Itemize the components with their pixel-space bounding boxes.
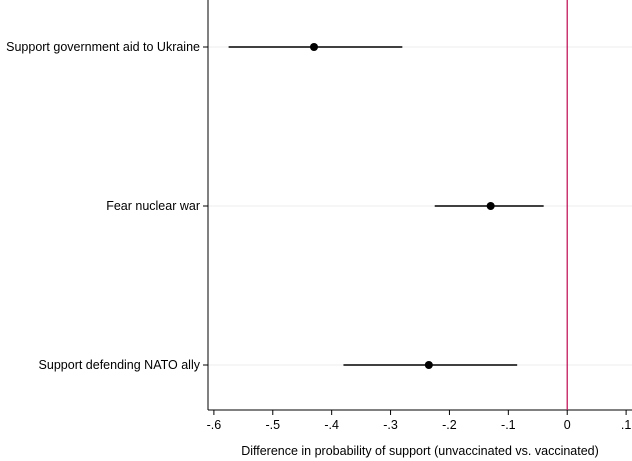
x-tick-label: -.4 [324,418,339,432]
x-axis-title: Difference in probability of support (un… [241,444,599,458]
x-axis-ticks: -.6 -.5 -.4 -.3 -.2 -.1 0 .1 [207,410,631,432]
point-estimate [486,202,495,210]
x-tick-label: -.2 [442,418,457,432]
grid-lines [208,46,632,366]
x-tick-label: 0 [564,418,571,432]
x-tick-label: -.1 [501,418,516,432]
x-tick-label: -.3 [383,418,398,432]
category-label: Fear nuclear war [106,199,200,213]
x-tick-label: -.6 [207,418,222,432]
x-tick-label: .1 [621,418,631,432]
estimates [228,43,544,369]
y-axis-ticks: Support government aid to Ukraine Fear nu… [6,40,208,372]
point-estimate [424,361,433,369]
x-tick-label: -.5 [265,418,280,432]
category-label: Support defending NATO ally [39,358,201,372]
point-estimate [310,43,318,51]
category-label: Support government aid to Ukraine [6,40,200,54]
